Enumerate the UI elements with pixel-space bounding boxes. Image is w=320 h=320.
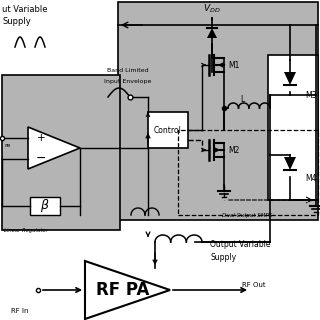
Text: +: +	[37, 133, 45, 143]
Polygon shape	[28, 127, 80, 169]
Text: M4: M4	[305, 173, 316, 182]
Text: RF PA: RF PA	[96, 281, 149, 299]
Text: Dual Output SMPS: Dual Output SMPS	[222, 213, 272, 218]
Bar	[118, 2, 318, 220]
Text: RF Out: RF Out	[242, 282, 266, 288]
Text: Control: Control	[154, 125, 182, 134]
Text: Supply: Supply	[210, 253, 236, 262]
Polygon shape	[284, 157, 296, 170]
Text: L: L	[240, 95, 244, 104]
Text: Input Envelope: Input Envelope	[104, 79, 152, 84]
Text: M2: M2	[228, 146, 239, 155]
Text: ut Variable: ut Variable	[2, 5, 47, 14]
Text: M1: M1	[228, 60, 239, 69]
Text: Linear Regulator: Linear Regulator	[4, 228, 48, 233]
Polygon shape	[284, 72, 296, 85]
Polygon shape	[207, 28, 217, 38]
Bar	[178, 130, 318, 215]
Text: Band Limited: Band Limited	[107, 68, 149, 73]
Polygon shape	[85, 261, 170, 319]
Text: re: re	[4, 142, 10, 148]
Text: Output Variable: Output Variable	[210, 240, 270, 249]
Bar	[148, 112, 188, 148]
Text: −: −	[36, 151, 46, 164]
Bar	[30, 197, 60, 215]
Bar	[2, 75, 120, 230]
Text: $\beta$: $\beta$	[40, 197, 50, 214]
Text: M3: M3	[305, 91, 316, 100]
Bar	[268, 55, 318, 200]
Text: Supply: Supply	[2, 17, 31, 26]
Text: RF In: RF In	[11, 308, 29, 314]
Text: $V_{DD}$: $V_{DD}$	[203, 2, 221, 14]
